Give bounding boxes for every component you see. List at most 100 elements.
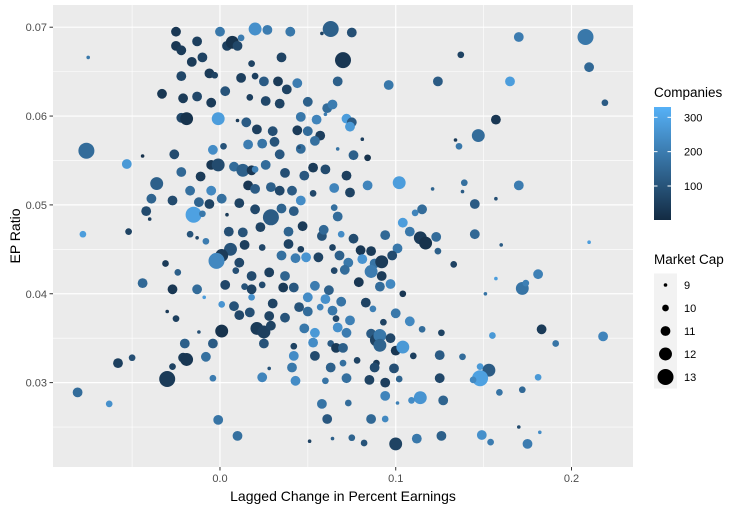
size-key-label: 11 (684, 326, 695, 338)
data-point (331, 343, 341, 353)
data-point (322, 377, 329, 385)
data-point (460, 179, 468, 187)
data-point (248, 60, 255, 67)
data-point (317, 399, 327, 409)
data-point (72, 387, 83, 398)
data-point (169, 363, 176, 370)
data-point (434, 373, 445, 384)
data-point (288, 282, 299, 293)
data-point (536, 324, 547, 335)
data-point (434, 247, 442, 255)
data-point (266, 182, 276, 193)
data-point (598, 331, 608, 342)
data-point (323, 112, 328, 117)
data-point (335, 147, 340, 151)
data-point (180, 112, 194, 126)
data-point (601, 99, 609, 107)
data-point (292, 125, 303, 136)
size-key-dot (663, 283, 668, 287)
data-point (552, 340, 560, 347)
data-point (288, 206, 299, 217)
data-point (373, 329, 387, 342)
data-point (302, 292, 313, 303)
data-point (302, 306, 313, 317)
data-point (392, 243, 403, 254)
data-point (453, 138, 458, 142)
data-point (197, 330, 201, 334)
data-point (165, 309, 169, 314)
data-point (239, 240, 250, 250)
data-point (113, 358, 123, 368)
data-point (192, 36, 203, 47)
data-point (380, 391, 391, 401)
data-point (223, 226, 234, 237)
data-point (395, 375, 403, 383)
data-point (505, 76, 515, 87)
data-point (408, 397, 415, 404)
data-point (267, 298, 278, 309)
data-point (280, 168, 290, 178)
data-point (413, 391, 427, 405)
y-axis-ticks: 0.03 0.04 0.05 0.06 0.07 (26, 22, 53, 390)
data-point (234, 257, 245, 268)
data-point (364, 265, 378, 278)
data-point (513, 180, 524, 191)
data-point (499, 243, 504, 247)
data-point (215, 324, 229, 338)
data-point (310, 280, 320, 291)
data-point (246, 284, 257, 295)
data-point (243, 139, 254, 150)
data-point (409, 352, 417, 360)
data-point (334, 250, 345, 261)
data-point (176, 167, 187, 177)
data-point (418, 325, 426, 333)
data-point (276, 203, 287, 214)
data-point (431, 232, 442, 242)
data-point (310, 351, 320, 361)
data-point (310, 327, 320, 338)
data-point (246, 271, 257, 281)
y-tick-label: 0.03 (26, 378, 47, 390)
y-tick-label: 0.07 (26, 22, 47, 34)
data-point (137, 278, 148, 288)
data-point (353, 277, 364, 288)
data-point (216, 193, 227, 204)
data-point (313, 252, 324, 263)
color-legend: Companies 100 200 300 (654, 85, 723, 220)
size-legend-title: Market Cap (654, 252, 724, 267)
data-point (281, 84, 292, 95)
data-point (248, 293, 255, 301)
data-point (220, 280, 231, 290)
data-point (327, 99, 338, 110)
data-point (202, 295, 206, 300)
data-point (360, 297, 371, 308)
data-point (285, 26, 296, 37)
data-point (360, 137, 365, 141)
data-point (295, 112, 306, 122)
data-point (290, 375, 301, 386)
data-point (345, 187, 355, 198)
data-point (389, 437, 403, 451)
data-point (341, 170, 352, 181)
data-point (376, 271, 387, 281)
data-point (459, 353, 466, 361)
data-point (185, 185, 196, 196)
color-legend-title: Companies (654, 85, 723, 100)
data-point (192, 91, 203, 102)
colorbar-label: 300 (684, 112, 702, 124)
grid-minor (53, 5, 633, 467)
data-point (204, 199, 215, 209)
data-point (211, 71, 219, 79)
data-point (276, 250, 287, 261)
data-point (518, 386, 526, 394)
data-point (476, 430, 487, 440)
data-point (411, 209, 419, 217)
data-point (79, 230, 87, 238)
data-point (199, 210, 206, 218)
y-tick-label: 0.04 (26, 289, 47, 301)
data-point (186, 57, 197, 67)
data-point (241, 283, 248, 290)
data-point (538, 430, 542, 435)
